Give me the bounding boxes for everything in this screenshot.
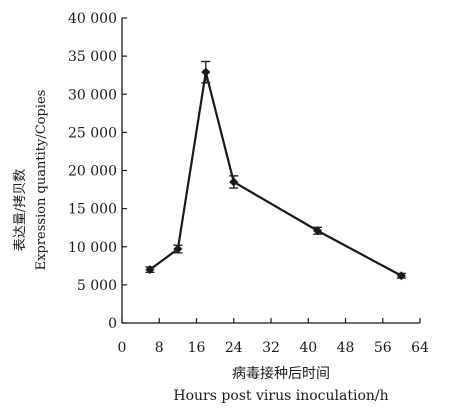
y-axis: 0 5 000 10 000 15 000 20 000 25 000 30 000 35 0… — [68, 11, 127, 332]
y-axis-label-english: Expression quantity/Copies — [34, 90, 49, 271]
x-tick-label: 24 — [225, 340, 243, 356]
y-tick-label: 15 000 — [68, 202, 117, 218]
data-point-marker — [396, 271, 406, 281]
y-tick-label: 35 000 — [68, 49, 117, 65]
y-tick-label: 20 000 — [68, 164, 117, 180]
y-tick-label: 30 000 — [68, 87, 117, 103]
data-point-marker — [145, 265, 155, 275]
data-point-marker — [313, 226, 323, 236]
x-tick-label: 56 — [374, 340, 392, 356]
x-axis-label-english: Hours post virus inoculation/h — [173, 388, 388, 404]
x-axis: 0 8 16 24 32 40 48 56 64 — [118, 318, 429, 356]
x-tick-label: 64 — [411, 340, 429, 356]
x-tick-label: 48 — [337, 340, 355, 356]
series-expression — [145, 60, 406, 281]
y-tick-label: 5 000 — [77, 278, 117, 294]
data-point-marker — [229, 177, 239, 187]
y-axis-label-chinese: 表达量/拷贝数 — [13, 169, 28, 251]
data-point-marker — [173, 244, 183, 254]
y-tick-label: 40 000 — [68, 11, 117, 27]
x-axis-label-chinese: 病毒接种后时间 — [232, 365, 330, 382]
y-tick-label: 0 — [108, 316, 117, 332]
x-tick-label: 40 — [299, 340, 317, 356]
x-tick-label: 8 — [155, 340, 164, 356]
y-tick-label: 25 000 — [68, 125, 117, 141]
x-tick-label: 0 — [118, 340, 127, 356]
y-tick-label: 10 000 — [68, 240, 117, 256]
x-tick-label: 32 — [262, 340, 280, 356]
data-point-marker — [201, 67, 211, 77]
series-line — [149, 71, 402, 277]
x-tick-label: 16 — [188, 340, 206, 356]
